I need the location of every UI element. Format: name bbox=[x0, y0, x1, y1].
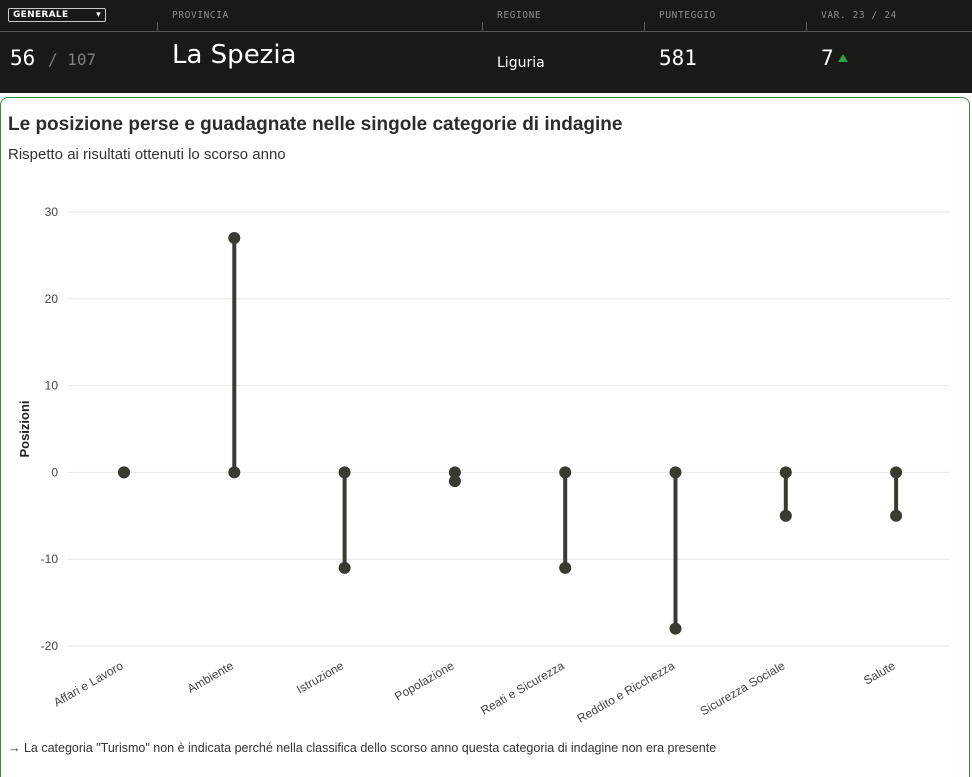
x-tick-label: Istruzione bbox=[294, 658, 346, 696]
punteggio-label: PUNTEGGIO bbox=[659, 10, 716, 21]
variazione-label: VAR. 23 / 24 bbox=[821, 10, 897, 21]
start-point bbox=[338, 466, 351, 479]
start-point bbox=[228, 466, 241, 479]
start-point bbox=[448, 466, 461, 479]
x-tick-label: Reddito e Ricchezza bbox=[575, 658, 678, 725]
province-name: La Spezia bbox=[172, 40, 297, 70]
footnote: → La categoria "Turismo" non è indicata … bbox=[8, 741, 717, 755]
chart-panel bbox=[0, 97, 970, 777]
column-separator bbox=[482, 22, 483, 32]
rank-value: 56 bbox=[10, 46, 36, 70]
chart-subtitle: Rispetto ai risultati ottenuti lo scorso… bbox=[8, 146, 286, 163]
start-point bbox=[559, 466, 572, 479]
y-axis-label: Posizioni bbox=[17, 400, 32, 457]
end-point bbox=[669, 622, 682, 635]
dumbbell-chart: 30 20 10 0 -10 -20 Posizioni Affari e Lavoro Amb… bbox=[17, 205, 950, 726]
category-select-value: GENERALE bbox=[13, 10, 69, 20]
end-point bbox=[559, 561, 572, 574]
provincia-label: PROVINCIA bbox=[172, 10, 229, 21]
end-point bbox=[118, 466, 130, 479]
y-tick-label: 30 bbox=[45, 205, 59, 219]
start-point bbox=[669, 466, 682, 479]
x-tick-label: Sicurezza Sociale bbox=[698, 658, 788, 718]
region-name: Liguria bbox=[497, 55, 545, 71]
arrow-up-icon bbox=[837, 54, 848, 62]
top-bar: GENERALE ▾ PROVINCIA REGIONE PUNTEGGIO V… bbox=[0, 0, 972, 93]
end-point bbox=[228, 232, 241, 245]
chart-title: Le posizione perse e guadagnate nelle si… bbox=[8, 114, 623, 135]
x-tick-label: Salute bbox=[861, 658, 898, 687]
x-tick-label: Popolazione bbox=[392, 658, 456, 703]
variation-value: 7 bbox=[821, 46, 834, 70]
column-separator bbox=[806, 22, 807, 32]
chevron-down-icon: ▾ bbox=[96, 10, 101, 20]
y-tick-label: -20 bbox=[41, 639, 59, 653]
y-tick-label: 20 bbox=[45, 292, 59, 306]
header-divider bbox=[0, 31, 972, 32]
end-point bbox=[779, 509, 792, 522]
end-point bbox=[890, 509, 903, 522]
variation: 7 bbox=[821, 46, 848, 70]
y-tick-label: -10 bbox=[41, 552, 59, 566]
y-tick-label: 0 bbox=[51, 465, 58, 479]
x-tick-label: Affari e Lavoro bbox=[51, 658, 126, 709]
regione-label: REGIONE bbox=[497, 10, 542, 21]
category-select[interactable]: GENERALE ▾ bbox=[8, 8, 106, 22]
column-separator bbox=[157, 22, 158, 32]
start-point bbox=[890, 466, 903, 479]
end-point bbox=[338, 561, 351, 574]
score-value: 581 bbox=[659, 46, 697, 70]
end-point bbox=[448, 475, 461, 488]
rank-total: / 107 bbox=[47, 50, 97, 69]
y-tick-label: 10 bbox=[45, 379, 59, 393]
start-point bbox=[779, 466, 792, 479]
x-tick-label: Reati e Sicurezza bbox=[478, 658, 567, 717]
x-tick-label: Ambiente bbox=[185, 658, 236, 696]
rank: 56 / 107 bbox=[10, 46, 96, 70]
column-separator bbox=[644, 22, 645, 32]
